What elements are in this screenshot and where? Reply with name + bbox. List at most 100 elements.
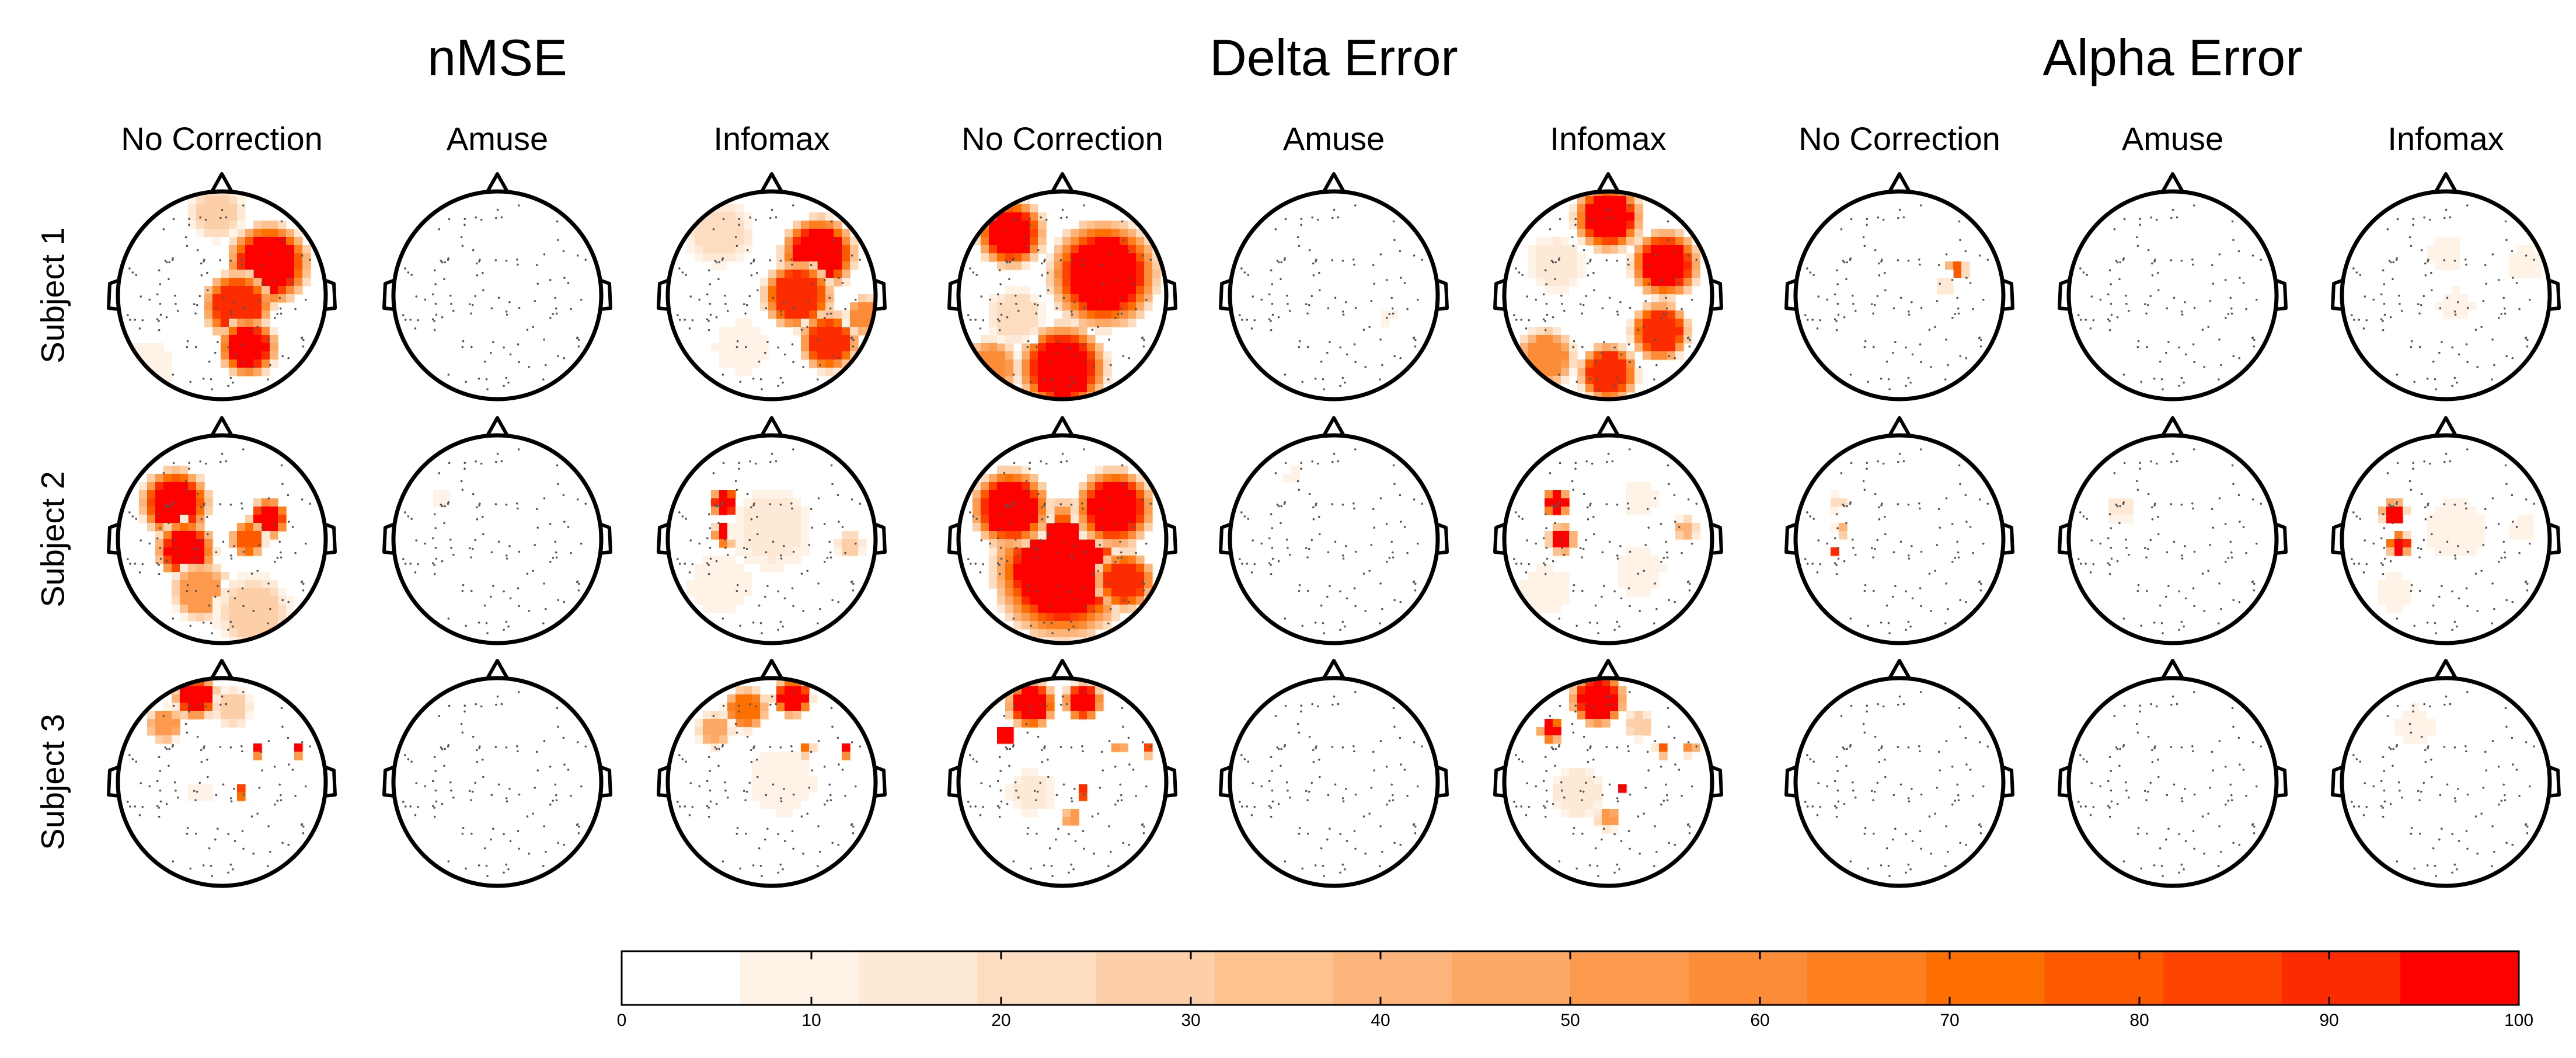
- electrode-dot: [714, 259, 717, 262]
- activation-cell: [270, 229, 278, 238]
- activation-cell: [172, 359, 180, 368]
- activation-cell: [270, 278, 278, 287]
- activation-cell: [1038, 327, 1047, 336]
- activation-cell: [221, 294, 229, 303]
- activation-cell: [229, 302, 238, 311]
- activation-cell: [719, 351, 728, 360]
- activation-cell: [1095, 343, 1104, 352]
- activation-cell: [858, 302, 867, 311]
- activation-cell: [817, 229, 826, 238]
- activation-cell: [278, 270, 287, 278]
- activation-cell: [735, 204, 744, 213]
- activation-cell: [1095, 376, 1104, 385]
- activation-cell: [1087, 335, 1096, 344]
- electrode-dot: [240, 258, 243, 261]
- activation-cell: [744, 327, 752, 336]
- activation-cell: [711, 351, 720, 360]
- electrode-dot: [567, 282, 570, 284]
- electrode-dot: [230, 313, 233, 316]
- electrode-dot: [838, 277, 840, 279]
- activation-cell: [1095, 286, 1104, 295]
- activation-cell: [1087, 384, 1096, 393]
- activation-cell: [1079, 261, 1087, 270]
- electrode-dot: [162, 228, 165, 231]
- electrode-dot: [738, 224, 740, 226]
- activation-cell: [155, 351, 164, 360]
- electrode-dot: [841, 282, 844, 284]
- activation-cell: [842, 319, 850, 327]
- electrode-dot: [555, 307, 557, 310]
- activation-cell: [727, 327, 736, 336]
- activation-cell: [204, 294, 213, 303]
- activation-cell: [1071, 229, 1079, 238]
- activation-cell: [1095, 359, 1104, 368]
- electrode-dot: [483, 360, 486, 363]
- activation-cell: [1087, 221, 1096, 229]
- activation-cell: [727, 204, 736, 213]
- activation-cell: [1095, 294, 1104, 303]
- activation-cell: [245, 270, 254, 278]
- activation-cell: [1103, 368, 1112, 376]
- activation-cell: [1103, 221, 1112, 229]
- activation-cell: [834, 359, 842, 368]
- activation-cell: [1046, 343, 1055, 352]
- activation-cell: [229, 294, 238, 303]
- activation-cell: [809, 319, 818, 327]
- nose: [759, 172, 784, 194]
- activation-cell: [1095, 270, 1104, 278]
- activation-cell: [809, 229, 818, 238]
- activation-cell: [719, 359, 728, 368]
- activation-cell: [1111, 253, 1120, 262]
- electrode-dot: [256, 326, 259, 329]
- activation-cell: [1120, 253, 1128, 262]
- activation-cell: [212, 196, 221, 205]
- electrode-dot: [186, 340, 189, 343]
- activation-cell: [1103, 319, 1112, 327]
- activation-cell: [245, 351, 254, 360]
- electrode-dot: [186, 245, 189, 247]
- activation-cell: [212, 229, 221, 238]
- left-ear: [382, 278, 396, 311]
- activation-cell: [262, 310, 270, 319]
- activation-cell: [253, 319, 262, 327]
- electrode-dot: [215, 307, 218, 310]
- electrode-dot: [817, 338, 820, 341]
- activation-cell: [1120, 286, 1128, 295]
- activation-cell: [817, 212, 826, 221]
- activation-cell: [1079, 286, 1087, 295]
- activation-cell: [221, 286, 229, 295]
- activation-cell: [1111, 270, 1120, 278]
- electrode-dot: [128, 319, 131, 321]
- electrode-dot: [404, 319, 407, 321]
- electrode-dot: [852, 345, 855, 348]
- electrode-dot: [241, 263, 243, 266]
- activation-cell: [695, 245, 703, 254]
- activation-cell: [262, 359, 270, 368]
- activation-cell: [1079, 302, 1087, 311]
- group-title: Alpha Error: [2042, 29, 2303, 86]
- electrode-dot: [764, 351, 766, 354]
- activation-cell: [1136, 310, 1145, 319]
- electrode-dot: [500, 216, 503, 219]
- activation-cell: [801, 270, 810, 278]
- activation-cell: [1087, 343, 1096, 352]
- electrode-dot: [518, 306, 521, 309]
- activation-cell: [1079, 310, 1087, 319]
- electrode-dot: [557, 355, 559, 358]
- activation-cell: [1111, 302, 1120, 311]
- activation-cell: [727, 368, 736, 376]
- electrode-dot: [475, 216, 477, 219]
- electrode-dot: [138, 327, 141, 330]
- electrode-dot: [563, 277, 566, 279]
- activation-cell: [212, 327, 221, 336]
- electrode-dot: [287, 250, 290, 253]
- activation-cell: [147, 351, 156, 360]
- electrode-dot: [758, 360, 761, 363]
- electrode-dot: [556, 220, 559, 223]
- activation-cell: [1079, 245, 1087, 254]
- activation-cell: [1087, 237, 1096, 246]
- activation-cell: [793, 253, 801, 262]
- activation-cell: [1136, 302, 1145, 311]
- activation-cell: [1144, 261, 1153, 270]
- electrode-dot: [159, 283, 161, 285]
